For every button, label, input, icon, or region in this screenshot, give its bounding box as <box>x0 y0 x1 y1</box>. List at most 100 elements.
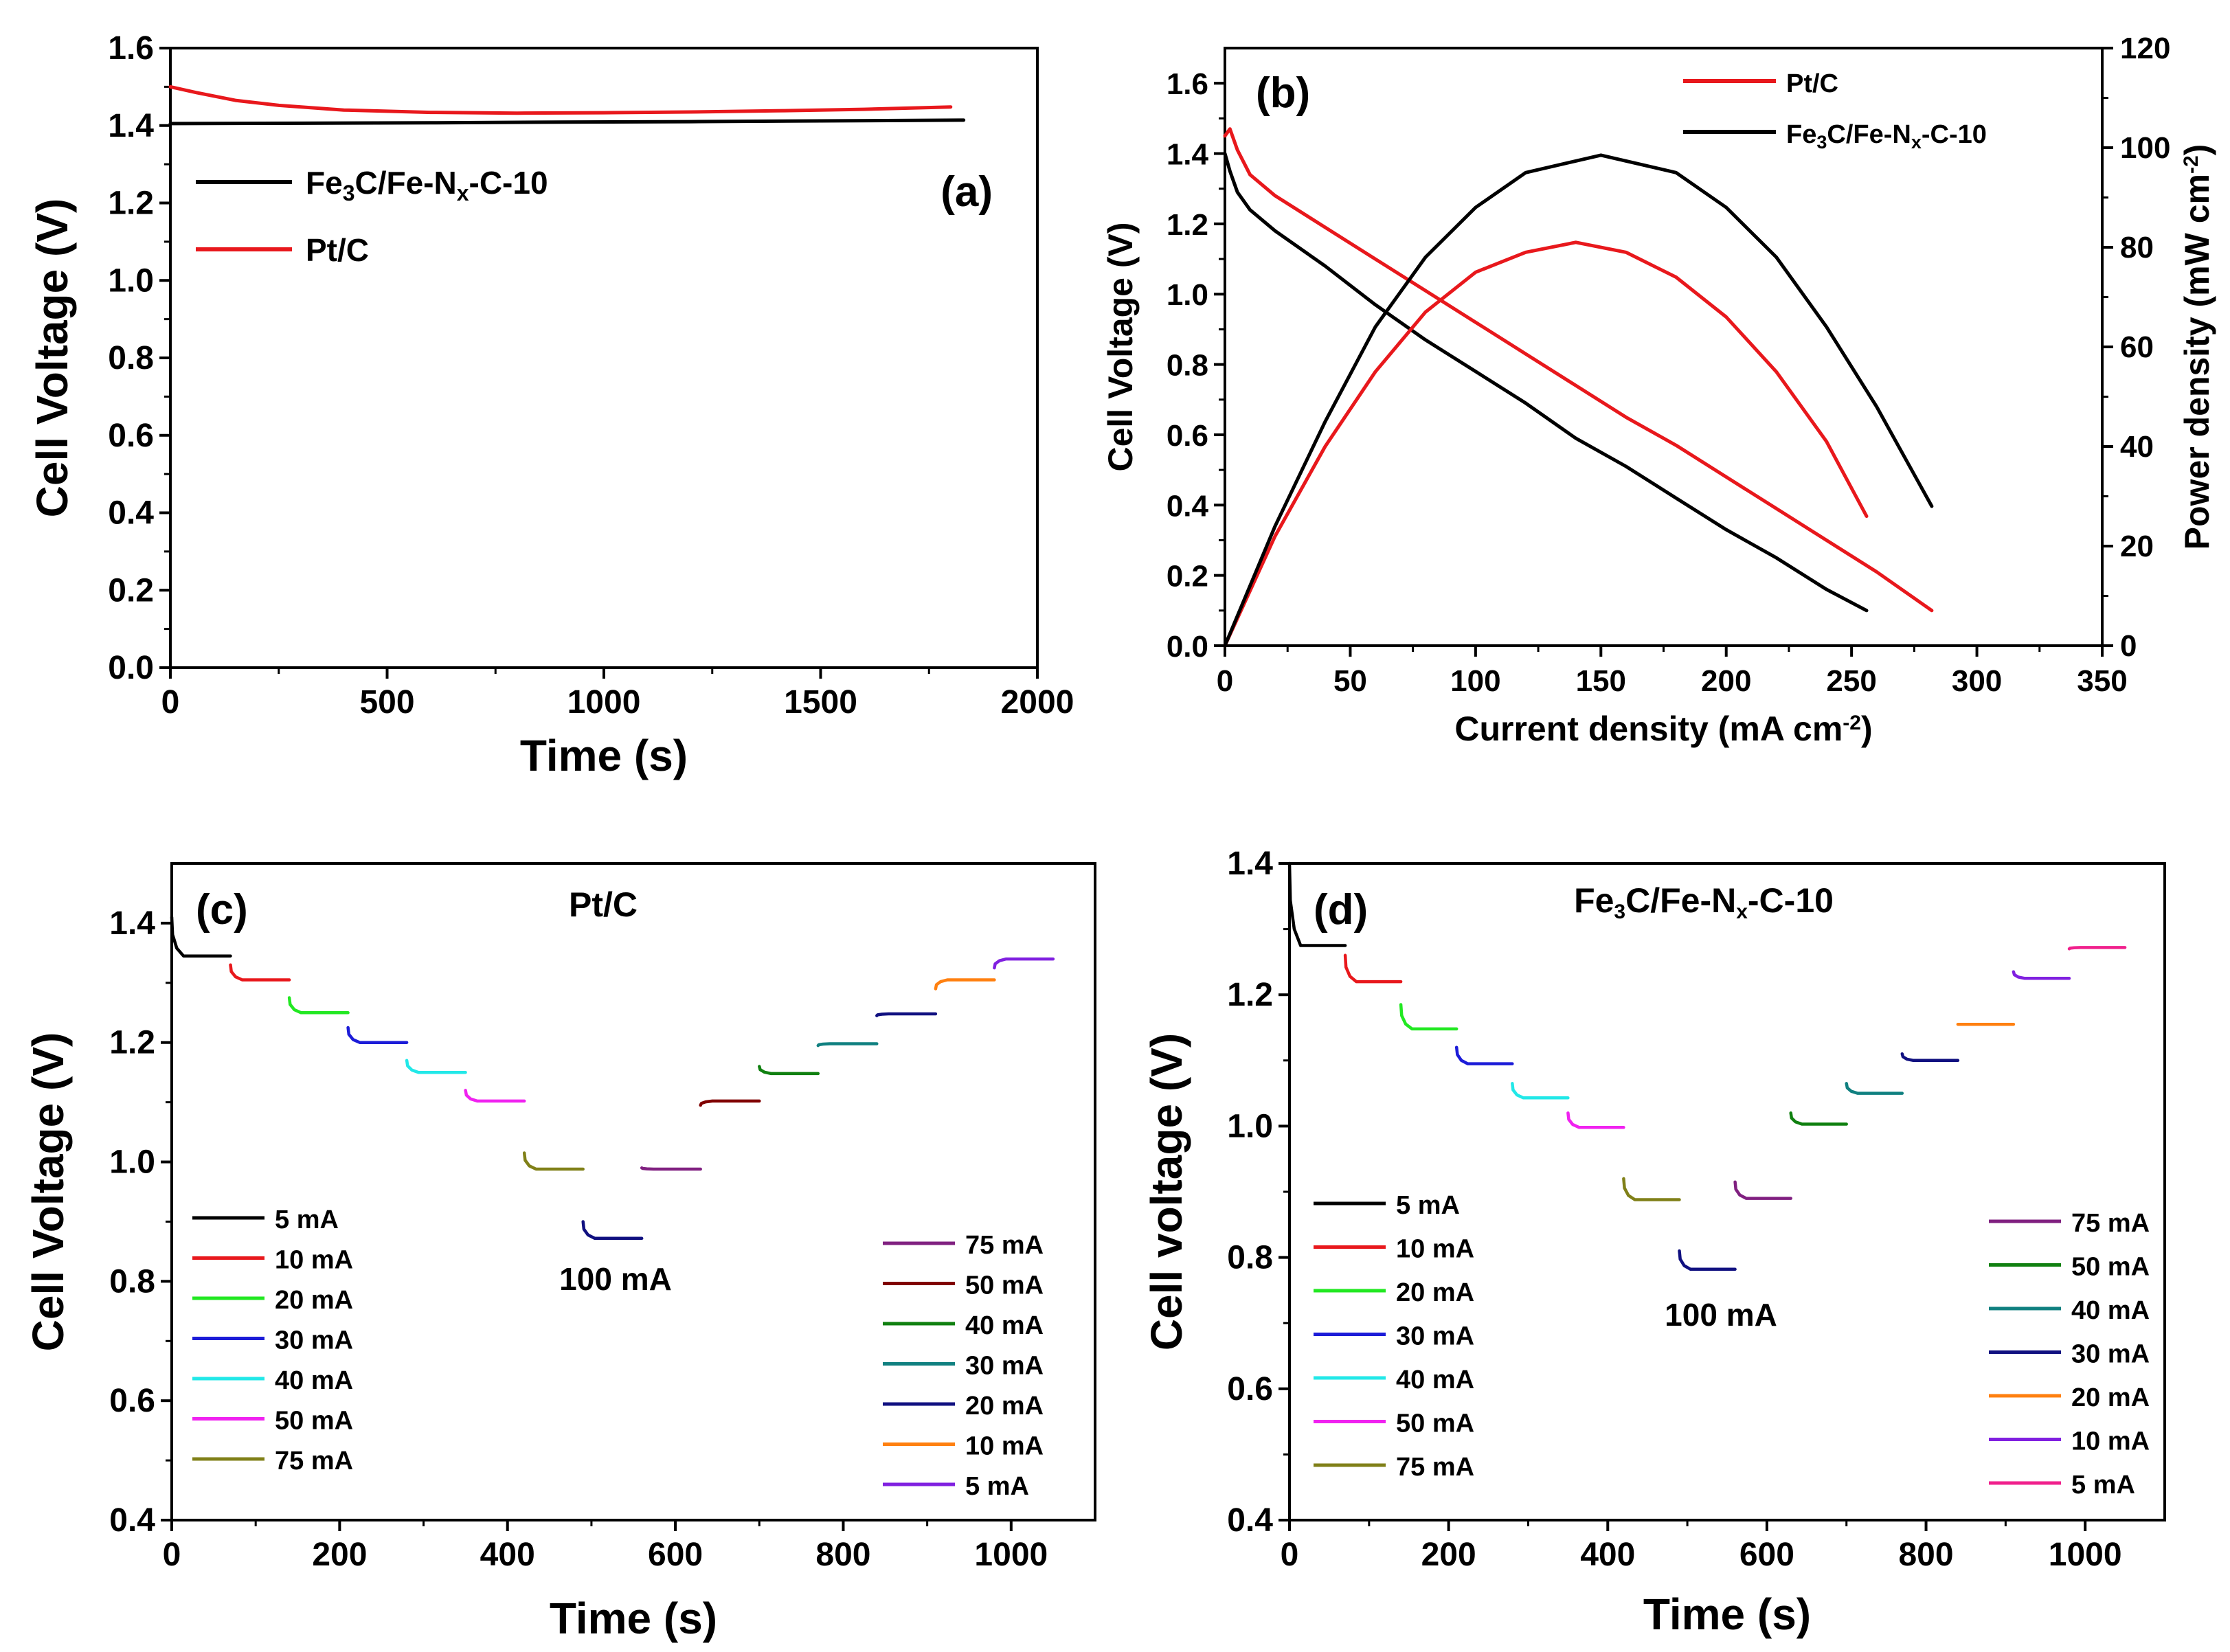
x-tick-label: 200 <box>1701 664 1751 698</box>
step-segment <box>1343 953 1403 984</box>
x-tick-label: 1000 <box>2049 1537 2122 1573</box>
panel-b: 0 50 100 150 200 250 300 3500.00.20.40.60.81.01… <box>1101 32 2216 748</box>
y-tick-label: 0.4 <box>1167 489 1209 523</box>
y-tick-label: 1.4 <box>108 108 154 144</box>
legend-label: 40 mA <box>965 1311 1044 1340</box>
y-tick-label: 0.8 <box>1227 1240 1273 1276</box>
x-tick-label: 0 <box>1217 664 1233 698</box>
legend-label: 20 mA <box>1396 1278 1474 1307</box>
panel-title: Pt/C <box>569 885 638 924</box>
y2-axis-title: Power density (mW cm-2) <box>2178 144 2216 550</box>
y-tick-label: 1.2 <box>1167 208 1208 242</box>
y-tick-label: 0.6 <box>108 418 154 454</box>
x-axis-title: Time (s) <box>1643 1589 1811 1639</box>
y-tick-label: 1.2 <box>109 1025 155 1061</box>
y-tick-label: 1.0 <box>108 262 154 299</box>
annotation-100ma: 100 mA <box>1665 1297 1777 1333</box>
y2-tick-label: 120 <box>2120 32 2170 65</box>
legend-label: Fe3C/Fe-Nx-C-10 <box>306 165 548 205</box>
step-segment <box>993 957 1055 970</box>
x-tick-label: 0 <box>1281 1537 1299 1573</box>
x-tick-label: 100 <box>1450 664 1500 698</box>
legend-label: Pt/C <box>1786 69 1838 98</box>
y-tick-label: 0.2 <box>108 572 154 609</box>
legend-label: 5 mA <box>965 1472 1029 1501</box>
x-tick-label: 600 <box>1739 1537 1794 1573</box>
polarization-curve <box>1223 127 1934 613</box>
legend-label: 40 mA <box>2071 1296 2150 1325</box>
step-segment <box>1622 1177 1681 1201</box>
x-tick-label: 0 <box>163 1537 181 1573</box>
legend-label: 75 mA <box>2071 1209 2150 1238</box>
y-tick-label: 1.2 <box>1227 977 1273 1013</box>
step-segment <box>1454 1045 1514 1065</box>
legend-label: 30 mA <box>275 1326 353 1355</box>
panel-label: (a) <box>941 168 993 216</box>
legend-label: 50 mA <box>965 1271 1044 1300</box>
step-segment <box>699 1099 761 1107</box>
step-segment <box>1900 1052 1960 1063</box>
step-segment <box>287 996 350 1015</box>
y2-tick-label: 0 <box>2120 629 2137 663</box>
plot-frame <box>169 47 1039 669</box>
legend-label: 5 mA <box>2071 1471 2135 1500</box>
legend-label: 75 mA <box>965 1231 1044 1260</box>
step-segment <box>2012 970 2071 980</box>
y-tick-label: 1.6 <box>108 30 154 67</box>
y-tick-label: 1.0 <box>1167 278 1208 312</box>
y-tick-label: 1.0 <box>109 1144 155 1181</box>
y2-tick-label: 100 <box>2120 131 2170 165</box>
step-segment <box>464 1089 526 1103</box>
legend-label: 50 mA <box>275 1407 353 1436</box>
x-tick-label: 50 <box>1333 664 1367 698</box>
step-segment <box>875 1012 938 1017</box>
y-tick-label: 0.4 <box>108 495 154 532</box>
y-axis-title: Cell Voltage (V) <box>1101 222 1140 471</box>
y-tick-label: 1.4 <box>109 905 155 942</box>
x-axis-title: Time (s) <box>550 1594 717 1643</box>
legend-label: 20 mA <box>965 1392 1044 1421</box>
step-segment <box>816 1042 879 1048</box>
legend-label: 40 mA <box>275 1366 353 1395</box>
plot-frame <box>170 862 1096 1521</box>
legend-label: 10 mA <box>2071 1427 2150 1456</box>
power-density-curve <box>1223 240 1869 648</box>
x-tick-label: 1500 <box>784 684 857 721</box>
y-tick-label: 0.8 <box>108 340 154 376</box>
y-tick-label: 0.6 <box>109 1383 155 1419</box>
y-axis-title: Cell voltage (V) <box>1142 1033 1191 1350</box>
y-tick-label: 1.6 <box>1167 67 1208 101</box>
x-tick-label: 350 <box>2077 664 2127 698</box>
y-tick-label: 0.2 <box>1167 560 1208 593</box>
x-tick-label: 600 <box>648 1537 703 1573</box>
panel-label: (c) <box>196 886 248 934</box>
y2-tick-label: 80 <box>2120 231 2154 264</box>
x-tick-label: 500 <box>359 684 414 721</box>
step-segment <box>1678 1249 1737 1271</box>
panel-a: 0 500 1000 1500 2000 0.0 0.2 0.4 0.6 0.8 1.0 1.2 1.4… <box>27 30 1074 780</box>
x-tick-label: 1000 <box>567 684 641 721</box>
y-tick-label: 0.4 <box>109 1502 155 1539</box>
x-tick-label: 150 <box>1576 664 1626 698</box>
legend-label: 30 mA <box>1396 1322 1474 1351</box>
x-tick-label: 250 <box>1826 664 1876 698</box>
panel-label: (b) <box>1256 69 1310 117</box>
step-segment <box>522 1151 585 1171</box>
x-tick-label: 300 <box>1952 664 2002 698</box>
x-tick-label: 1000 <box>974 1537 1048 1573</box>
step-segment <box>1733 1180 1792 1200</box>
x-tick-label: 400 <box>480 1537 535 1573</box>
legend-label: 75 mA <box>275 1447 353 1475</box>
step-segment <box>1845 1082 1904 1095</box>
y-tick-label: 1.4 <box>1227 846 1273 882</box>
legend-label: 20 mA <box>275 1286 353 1315</box>
x-tick-label: 2000 <box>1001 684 1074 721</box>
legend-label: 40 mA <box>1396 1366 1474 1394</box>
step-segment <box>1789 1111 1848 1126</box>
step-segment <box>405 1059 467 1074</box>
y-tick-label: 0.6 <box>1167 419 1208 453</box>
step-segment <box>581 1220 644 1241</box>
step-segment <box>1511 1082 1570 1100</box>
step-segment <box>640 1166 702 1171</box>
panel-label: (d) <box>1314 886 1368 934</box>
